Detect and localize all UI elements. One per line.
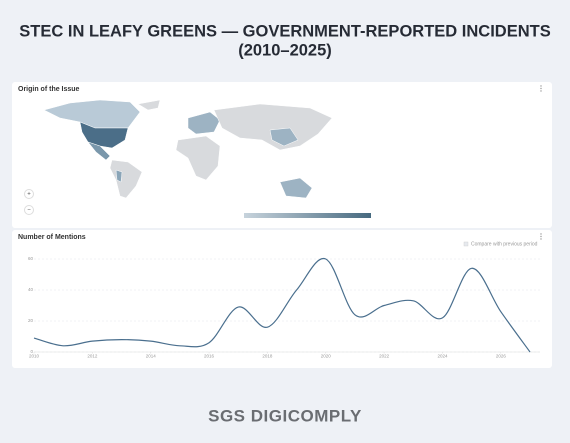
card-title: Number of Mentions: [18, 234, 86, 241]
zoom-out[interactable]: [24, 205, 34, 215]
menu-icon[interactable]: [540, 233, 542, 240]
menu-icon[interactable]: [540, 85, 542, 92]
zoom-in-label[interactable]: +: [27, 192, 31, 198]
mexico: [87, 141, 111, 161]
south-america: [109, 159, 143, 199]
page-title: (2010–2025): [238, 41, 332, 59]
zoom-in[interactable]: [24, 189, 34, 199]
world-map: [43, 99, 333, 199]
australia: [279, 177, 313, 199]
x-tick-label: 2014: [146, 354, 157, 359]
usa: [79, 121, 129, 149]
peru: [115, 169, 123, 183]
asia: [213, 103, 333, 151]
x-tick-label: 2026: [496, 354, 507, 359]
china: [269, 127, 299, 147]
y-tick-label: 0: [30, 349, 33, 354]
x-tick-label: 2020: [321, 354, 332, 359]
zoom-out-label[interactable]: −: [27, 208, 31, 214]
compare-checkbox[interactable]: [463, 241, 469, 247]
europe: [187, 111, 221, 135]
line-series: [33, 258, 531, 353]
map-card: [12, 82, 552, 228]
x-tick-label: 2024: [437, 354, 448, 359]
y-tick-label: 40: [28, 287, 34, 292]
compare-label[interactable]: Compare with previous period: [471, 242, 538, 248]
greenland: [137, 99, 161, 111]
x-tick-label: 2016: [204, 354, 215, 359]
color-legend: [244, 213, 371, 218]
page-title: STEC IN LEAFY GREENS — GOVERNMENT-REPORT…: [19, 22, 550, 40]
chart-card: [12, 230, 552, 368]
y-tick-label: 60: [28, 256, 34, 261]
x-tick-label: 2012: [87, 354, 98, 359]
y-tick-label: 20: [28, 318, 34, 323]
card-title: Origin of the Issue: [18, 86, 80, 93]
africa: [175, 135, 221, 181]
brand-logo: SGS DIGICOMPLY: [208, 406, 362, 425]
x-tick-label: 2022: [379, 354, 390, 359]
canada: [43, 99, 141, 129]
x-tick-label: 2010: [29, 354, 40, 359]
x-tick-label: 2018: [262, 354, 273, 359]
